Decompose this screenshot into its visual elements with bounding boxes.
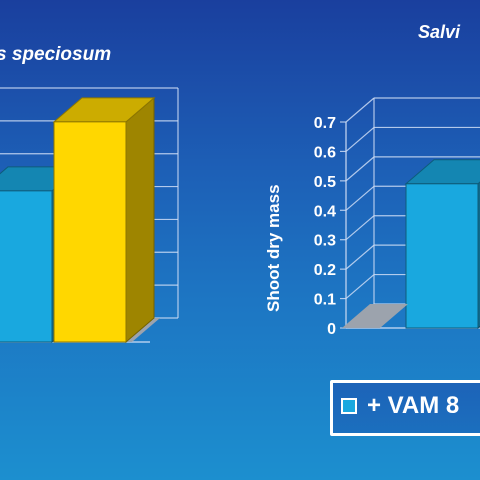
y-tick-label: 0.2 <box>314 262 336 279</box>
right-chart-title: Salvi <box>418 22 461 42</box>
y-tick-label: 0.5 <box>314 174 336 191</box>
legend: + VAM 8 <box>330 380 480 436</box>
left-chart-title: s speciosum <box>0 44 112 65</box>
bar-floor-shadow <box>126 318 160 342</box>
y-tick-label: 0.6 <box>314 144 336 161</box>
side-gridline-1-7 <box>345 97 375 123</box>
y-tick-label: 0.1 <box>314 292 336 309</box>
bar-front-face <box>53 121 127 343</box>
legend-label: + VAM 8 <box>367 392 460 419</box>
y-tick-label: 0.3 <box>314 233 336 250</box>
bar-front-face <box>405 183 479 329</box>
legend-swatch <box>341 398 357 414</box>
side-gridline-1-2 <box>345 244 375 270</box>
y-tick-label: 0.7 <box>314 115 336 132</box>
bar-top-face <box>404 159 480 185</box>
side-gridline-1-5 <box>345 156 375 182</box>
side-gridline-1-4 <box>345 185 375 211</box>
bar-side-face <box>125 96 155 344</box>
side-gridline-1-1 <box>345 274 375 300</box>
side-gridline-1-3 <box>345 215 375 241</box>
legend-inner <box>333 383 480 433</box>
bar-front-face <box>0 190 53 343</box>
side-gridline-1-6 <box>345 126 375 152</box>
y-tick-label: 0.4 <box>314 203 336 220</box>
empty-bar-floor <box>342 304 408 328</box>
y-tick-label: 0 <box>327 321 336 338</box>
